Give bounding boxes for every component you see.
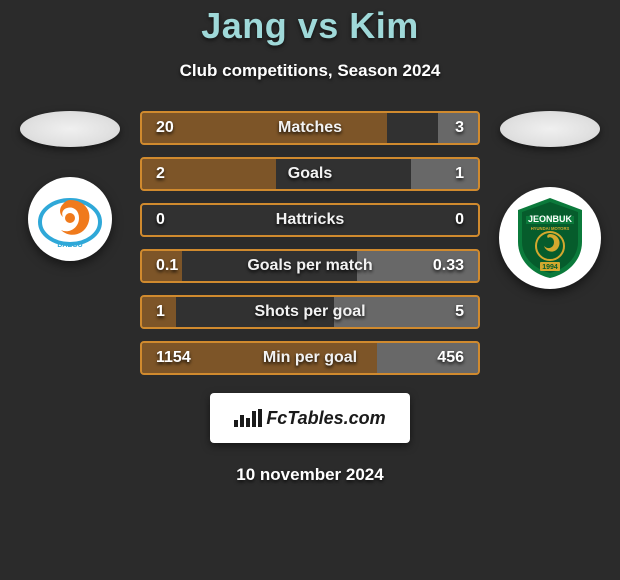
stat-row: 1 Shots per goal 5 [140,295,480,329]
svg-text:JEONBUK: JEONBUK [528,214,573,224]
left-side: DAEGU [15,111,125,261]
stat-row: 2 Goals 1 [140,157,480,191]
stat-label: Goals [288,165,332,183]
stat-label: Goals per match [247,257,372,275]
bar-chart-icon [234,409,262,427]
svg-text:HYUNDAI MOTORS: HYUNDAI MOTORS [531,226,570,231]
stats-table: 20 Matches 3 2 Goals 1 0 Hattricks 0 0.1 Goals per… [140,111,480,375]
stat-bar-left [142,113,387,143]
fctables-inner: FcTables.com [234,408,385,429]
fctables-label: FcTables.com [266,408,385,429]
stat-row: 20 Matches 3 [140,111,480,145]
stat-value-right: 3 [455,119,464,137]
subtitle: Club competitions, Season 2024 [0,61,620,81]
snapshot-date: 10 november 2024 [0,465,620,485]
stat-value-right: 456 [437,349,464,367]
stat-row: 1154 Min per goal 456 [140,341,480,375]
player-photo-left [20,111,120,147]
stat-row: 0 Hattricks 0 [140,203,480,237]
content-row: DAEGU 20 Matches 3 2 Goals 1 0 Hattricks 0 0.1 Goa… [0,111,620,375]
stat-value-right: 1 [455,165,464,183]
club-crest-left: DAEGU [28,177,112,261]
stat-value-right: 0 [455,211,464,229]
jeonbuk-crest-icon: JEONBUK HYUNDAI MOTORS 1994 [504,192,596,284]
stat-label: Matches [278,119,342,137]
stat-value-right: 5 [455,303,464,321]
right-side: JEONBUK HYUNDAI MOTORS 1994 [495,111,605,289]
daegu-crest-icon: DAEGU [33,182,107,256]
svg-text:DAEGU: DAEGU [57,242,82,249]
fctables-badge[interactable]: FcTables.com [210,393,410,443]
stat-value-left: 0.1 [156,257,178,275]
stat-label: Hattricks [276,211,344,229]
svg-text:1994: 1994 [542,264,558,271]
club-crest-right: JEONBUK HYUNDAI MOTORS 1994 [499,187,601,289]
stat-value-left: 20 [156,119,174,137]
stat-label: Shots per goal [254,303,365,321]
stat-bar-right [411,159,478,189]
stat-value-left: 1154 [156,349,191,367]
stat-value-left: 2 [156,165,165,183]
comparison-widget: Jang vs Kim Club competitions, Season 20… [0,0,620,485]
stat-label: Min per goal [263,349,357,367]
stat-value-left: 0 [156,211,165,229]
page-title: Jang vs Kim [0,5,620,47]
player-photo-right [500,111,600,147]
stat-value-right: 0.33 [433,257,464,275]
stat-row: 0.1 Goals per match 0.33 [140,249,480,283]
stat-value-left: 1 [156,303,165,321]
